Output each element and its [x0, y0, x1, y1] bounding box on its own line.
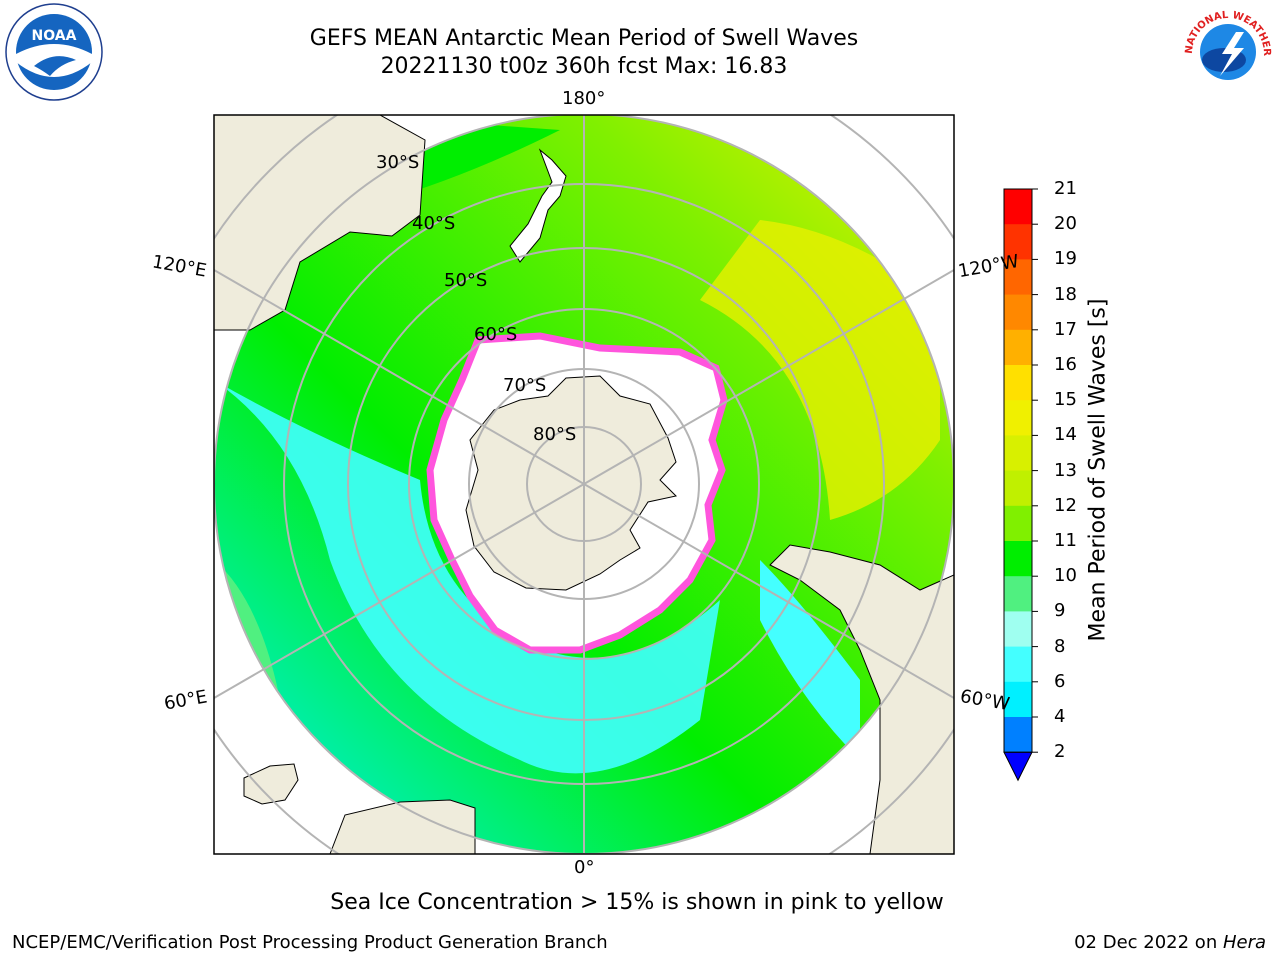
- colorbar-tick-label: 4: [1054, 706, 1066, 727]
- lat-label-50s: 50°S: [444, 270, 488, 291]
- colorbar-segment: [1004, 611, 1032, 648]
- map-frame: [213, 114, 955, 855]
- land-madagascar: [243, 763, 299, 805]
- land-new-zealand: [509, 148, 567, 263]
- colorbar-segment: [1004, 681, 1032, 718]
- lat-label-30s: 30°S: [376, 152, 420, 173]
- colorbar-tick-label: 19: [1054, 248, 1077, 270]
- nws-logo-icon: NATIONAL WEATHER SERVICE: [1178, 0, 1276, 98]
- colorbar-tick-label: 16: [1054, 354, 1077, 375]
- colorbar-tick-label: 8: [1054, 635, 1066, 657]
- colorbar-tick-label: 12: [1054, 494, 1077, 516]
- colorbar-tick-label: 21: [1054, 178, 1077, 199]
- lon-label-0: 0°: [574, 857, 595, 878]
- colorbar-label: Mean Period of Swell Waves [s]: [1085, 298, 1111, 642]
- colorbar-tick-label: 20: [1054, 213, 1077, 235]
- footer-credit: NCEP/EMC/Verification Post Processing Pr…: [12, 932, 608, 953]
- colorbar-segment: [1004, 329, 1032, 366]
- colorbar-segment: [1004, 400, 1032, 436]
- colorbar-segment: [1004, 435, 1032, 472]
- colorbar-segment: [1004, 189, 1032, 225]
- colorbar-tick-label: 14: [1054, 424, 1077, 446]
- colorbar-tick-label: 9: [1054, 600, 1066, 622]
- colorbar-tick-label: 17: [1054, 318, 1077, 340]
- colorbar-tick-label: 11: [1054, 530, 1077, 551]
- lat-label-70s: 70°S: [503, 375, 547, 396]
- colorbar-tick-label: 18: [1054, 283, 1077, 305]
- colorbar-segment: [1004, 259, 1032, 296]
- colorbar-tick-label: 2: [1054, 741, 1066, 763]
- colorbar-tick-label: 10: [1054, 565, 1077, 587]
- footer-date: 02 Dec 2022 on Hera: [1074, 932, 1266, 953]
- colorbar-tick-label: 6: [1054, 670, 1066, 692]
- land-antarctica: [465, 375, 678, 591]
- colorbar-segment: [1004, 505, 1032, 542]
- colorbar-segment: [1004, 541, 1032, 577]
- colorbar-segment: [1004, 576, 1032, 612]
- colorbar-segment: [1004, 294, 1032, 331]
- colorbar-tick-label: 15: [1054, 389, 1077, 411]
- colorbar-segment: [1004, 365, 1032, 401]
- colorbar-segment: [1004, 717, 1032, 753]
- graticule: [214, 115, 954, 854]
- lat-label-80s: 80°S: [533, 424, 577, 445]
- colorbar-segment: [1004, 470, 1032, 507]
- chart-title: GEFS MEAN Antarctic Mean Period of Swell…: [309, 26, 859, 51]
- colorbar-segment: [1004, 646, 1032, 683]
- footer-date-text: 02 Dec 2022 on: [1074, 932, 1223, 953]
- colorbar: [1003, 188, 1038, 782]
- noaa-logo-icon: NOAA: [5, 3, 103, 101]
- noaa-logo-text: NOAA: [32, 28, 77, 44]
- lat-label-60s: 60°S: [474, 324, 518, 345]
- sea-ice-note: Sea Ice Concentration > 15% is shown in …: [330, 890, 944, 915]
- lon-label-180: 180°: [562, 88, 606, 109]
- footer-machine: Hera: [1222, 932, 1266, 953]
- map-frame-content: [214, 115, 954, 854]
- lat-label-40s: 40°S: [412, 213, 456, 234]
- colorbar-tick-label: 13: [1054, 459, 1077, 481]
- colorbar-extend: [1003, 751, 1033, 782]
- colorbar-segment: [1004, 224, 1032, 260]
- chart-subtitle: 20221130 t00z 360h fcst Max: 16.83: [380, 54, 788, 79]
